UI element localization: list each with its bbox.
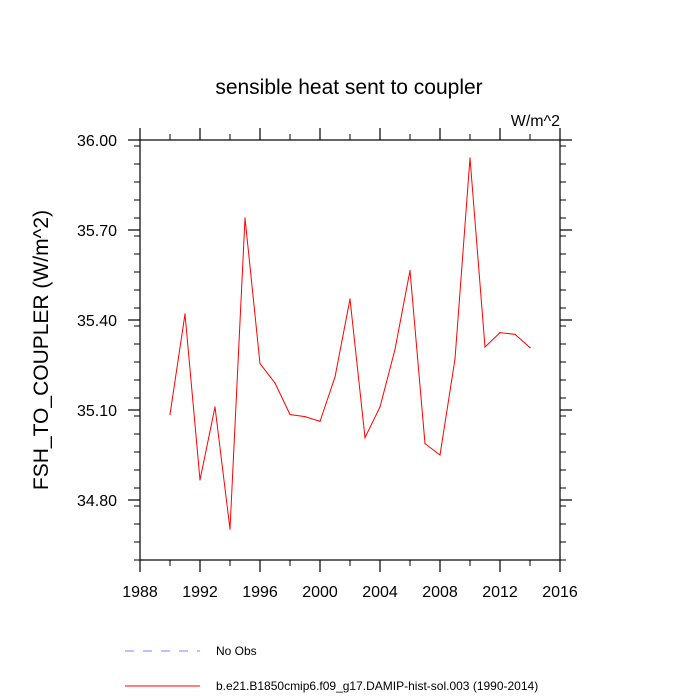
data-point bbox=[274, 382, 276, 384]
data-point bbox=[379, 406, 381, 408]
plot-frame bbox=[139, 139, 561, 561]
data-point bbox=[499, 332, 501, 334]
data-point bbox=[319, 420, 321, 422]
data-point bbox=[304, 416, 306, 418]
x-tick-label: 2016 bbox=[542, 584, 578, 601]
axis-tick-labels: 1988 1992 1996 2000 2004 2008 2012 2016 34.80 35.… bbox=[77, 133, 578, 601]
series-line bbox=[169, 157, 531, 530]
legend: No Obs b.e21.B1850cmip6.f09_g17.DAMIP-his… bbox=[125, 644, 538, 693]
data-point bbox=[439, 454, 441, 456]
axis-ticks bbox=[128, 128, 572, 572]
x-tick-label: 2008 bbox=[422, 584, 458, 601]
data-point bbox=[364, 437, 366, 439]
units-label: W/m^2 bbox=[511, 113, 560, 130]
chart-title: sensible heat sent to coupler bbox=[215, 76, 482, 99]
data-point bbox=[409, 269, 411, 272]
data-point bbox=[469, 157, 471, 159]
data-point bbox=[514, 333, 516, 335]
data-point bbox=[259, 362, 261, 365]
data-point bbox=[394, 348, 396, 350]
data-point bbox=[184, 313, 186, 315]
data-point bbox=[484, 346, 486, 348]
data-point bbox=[349, 298, 351, 300]
data-point bbox=[289, 413, 291, 416]
legend-label: No Obs bbox=[216, 644, 257, 658]
y-tick-label: 36.00 bbox=[77, 133, 117, 150]
x-tick-label: 1988 bbox=[122, 584, 158, 601]
data-point bbox=[214, 406, 216, 408]
data-point bbox=[244, 217, 246, 219]
data-series bbox=[169, 157, 531, 530]
y-tick-label: 35.40 bbox=[77, 313, 117, 330]
data-point bbox=[334, 376, 336, 378]
data-point bbox=[169, 413, 171, 416]
data-point bbox=[529, 347, 531, 349]
x-tick-label: 2000 bbox=[302, 584, 338, 601]
data-point bbox=[454, 358, 456, 360]
y-tick-label: 35.10 bbox=[77, 403, 117, 420]
y-tick-label: 35.70 bbox=[77, 223, 117, 240]
x-tick-label: 1992 bbox=[182, 584, 218, 601]
y-tick-label: 34.80 bbox=[77, 493, 117, 510]
y-axis-label: FSH_TO_COUPLER (W/m^2) bbox=[30, 210, 53, 490]
x-tick-label: 2012 bbox=[482, 584, 518, 601]
legend-label: b.e21.B1850cmip6.f09_g17.DAMIP-hist-sol.… bbox=[216, 679, 538, 693]
x-tick-label: 2004 bbox=[362, 584, 398, 601]
data-point bbox=[199, 479, 201, 481]
data-point bbox=[229, 528, 231, 530]
x-tick-label: 1996 bbox=[242, 584, 278, 601]
data-point bbox=[424, 443, 426, 445]
